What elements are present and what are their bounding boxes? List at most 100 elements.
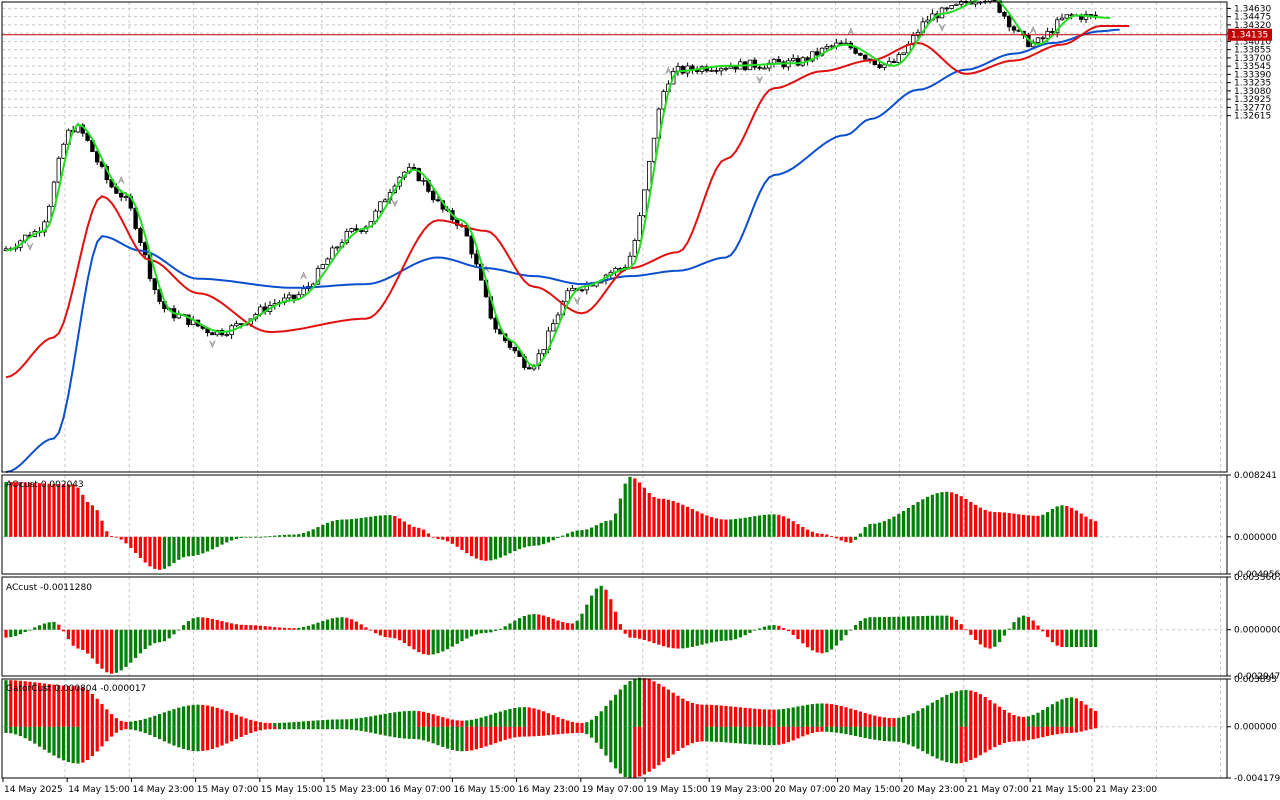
candle[interactable]	[776, 55, 781, 63]
gator-lower-bar	[849, 726, 853, 736]
ao-panel[interactable]	[4, 476, 1098, 570]
candle[interactable]	[699, 65, 705, 75]
candle[interactable]	[1059, 13, 1065, 21]
candle-body-bull	[42, 221, 47, 233]
candle[interactable]	[992, 0, 997, 3]
gator-upper-bar	[950, 692, 954, 727]
candle[interactable]	[632, 238, 637, 258]
candle[interactable]	[752, 57, 757, 71]
candle[interactable]	[56, 156, 61, 184]
gator-lower-bar	[201, 726, 205, 751]
candle[interactable]	[1093, 11, 1098, 20]
candle[interactable]	[882, 64, 887, 71]
candle[interactable]	[579, 288, 585, 293]
candle[interactable]	[416, 167, 421, 182]
candle[interactable]	[944, 6, 949, 12]
candle[interactable]	[382, 197, 388, 203]
candle[interactable]	[949, 4, 954, 10]
candle[interactable]	[138, 226, 143, 246]
candle[interactable]	[570, 284, 575, 292]
candle[interactable]	[282, 293, 287, 306]
ao-bar	[158, 536, 162, 570]
candle[interactable]	[858, 52, 863, 56]
candle[interactable]	[320, 263, 325, 270]
candle[interactable]	[512, 346, 517, 354]
candle[interactable]	[810, 51, 815, 63]
candle[interactable]	[551, 319, 556, 332]
gator-upper-bar	[100, 704, 104, 727]
candle[interactable]	[363, 225, 369, 235]
candle[interactable]	[709, 67, 714, 73]
ao-bar	[830, 536, 834, 537]
candle[interactable]	[915, 29, 921, 39]
gator-panel[interactable]	[4, 677, 1098, 779]
candle[interactable]	[349, 227, 354, 234]
gator-lower-bar	[177, 726, 181, 748]
ac-bar	[321, 621, 325, 630]
candle[interactable]	[938, 6, 946, 32]
candle[interactable]	[1029, 25, 1037, 49]
candle[interactable]	[42, 219, 47, 237]
candle[interactable]	[795, 55, 801, 67]
candle[interactable]	[901, 52, 906, 56]
candle[interactable]	[565, 287, 570, 303]
candle[interactable]	[791, 54, 796, 62]
candle[interactable]	[637, 212, 642, 242]
candle[interactable]	[1040, 35, 1045, 43]
candle[interactable]	[234, 320, 239, 328]
candle[interactable]	[756, 66, 763, 84]
candle[interactable]	[209, 331, 216, 349]
candle[interactable]	[474, 249, 479, 267]
ac-bar	[767, 625, 771, 630]
candle[interactable]	[152, 278, 157, 295]
candle[interactable]	[527, 364, 532, 370]
ac-bar	[446, 629, 450, 650]
candle[interactable]	[954, 3, 959, 6]
candle[interactable]	[651, 137, 657, 164]
candle[interactable]	[819, 47, 825, 57]
candle[interactable]	[1035, 37, 1041, 44]
gator-lower-bar	[964, 726, 968, 762]
candle[interactable]	[1055, 16, 1060, 38]
candle[interactable]	[378, 201, 383, 214]
candle[interactable]	[291, 294, 297, 304]
candle[interactable]	[61, 142, 66, 159]
candle[interactable]	[839, 40, 844, 45]
ac-bar	[633, 629, 637, 638]
candle[interactable]	[1011, 24, 1017, 34]
candle[interactable]	[719, 67, 724, 76]
candle[interactable]	[896, 52, 901, 64]
candle[interactable]	[767, 59, 772, 72]
candle[interactable]	[325, 257, 330, 265]
candle[interactable]	[555, 311, 561, 325]
candle[interactable]	[733, 66, 738, 73]
ao-bar	[316, 527, 320, 537]
ac-bar	[522, 616, 526, 630]
candle[interactable]	[334, 246, 340, 252]
candle[interactable]	[891, 58, 897, 64]
candle[interactable]	[421, 177, 426, 186]
ao-bar	[244, 536, 248, 538]
candle[interactable]	[647, 160, 652, 192]
candle[interactable]	[1002, 11, 1007, 19]
candle[interactable]	[1007, 15, 1012, 32]
candle[interactable]	[642, 189, 647, 218]
candle[interactable]	[738, 58, 743, 70]
gator-lower-bar	[278, 726, 282, 730]
candle[interactable]	[430, 186, 436, 203]
candle[interactable]	[680, 64, 685, 75]
gator-lower-bar	[258, 726, 262, 731]
price-panel[interactable]	[2, 0, 1227, 473]
ao-bar	[518, 536, 522, 550]
candle[interactable]	[469, 234, 474, 259]
candle[interactable]	[536, 349, 541, 370]
candle[interactable]	[781, 60, 786, 70]
candle[interactable]	[877, 61, 882, 70]
candle[interactable]	[762, 65, 767, 70]
candle[interactable]	[300, 271, 307, 298]
candle[interactable]	[959, 0, 964, 9]
candle[interactable]	[435, 196, 441, 203]
gator-upper-bar	[282, 722, 286, 727]
ac-panel[interactable]	[4, 585, 1098, 674]
